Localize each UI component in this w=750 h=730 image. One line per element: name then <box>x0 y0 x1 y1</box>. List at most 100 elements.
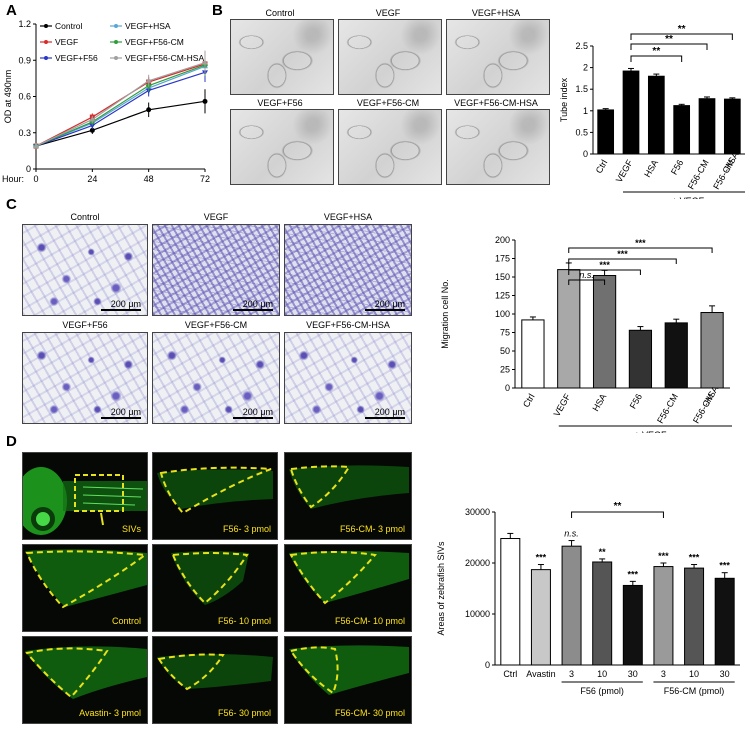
x-tick-label: VEGF <box>552 392 573 419</box>
panel-label-a: A <box>6 2 17 19</box>
tube-image <box>446 19 550 95</box>
bar <box>521 319 545 389</box>
x-tick-label: 10 <box>689 669 699 679</box>
tube-image <box>338 109 442 185</box>
x-tick-label: 0 <box>33 174 38 184</box>
image-caption: VEGF <box>375 8 401 18</box>
x-tick-label: 24 <box>87 174 97 184</box>
y-tick-label: 0.6 <box>18 92 31 102</box>
data-point <box>89 116 96 122</box>
y-tick-label: 0 <box>505 383 510 393</box>
image-caption: F56-CM- 30 pmol <box>334 708 405 718</box>
chart-a-proliferation: 0 0.3 0.6 0.9 1.2 0 24 48 72 Hour: OD at 490nm Cont… <box>2 19 210 184</box>
significance-label: ** <box>665 34 673 45</box>
y-tick-label: 10000 <box>465 609 490 619</box>
data-point <box>202 98 208 104</box>
x-tick-label: 30 <box>628 669 638 679</box>
data-point <box>33 143 39 149</box>
migration-image: 200 μm <box>284 224 412 316</box>
x-tick-label: F56-CM <box>686 158 711 191</box>
data-point <box>146 107 152 113</box>
y-tick-label: 2 <box>583 63 588 73</box>
y-tick-label: 0.5 <box>575 127 588 137</box>
legend-label: VEGF+HSA <box>125 21 171 31</box>
y-tick-label: 0.9 <box>18 55 31 65</box>
image-caption: Control <box>111 616 141 626</box>
x-tick-label: Ctrl <box>521 392 537 409</box>
image-caption: VEGF+F56 <box>62 320 108 330</box>
x-tick-label: F56-CM-HSA <box>691 384 720 425</box>
chart-c-migration: 0 25 50 75 100 125 150 175 200 Migration cell No.… <box>440 235 732 433</box>
scale-bar: 200 μm <box>101 407 141 419</box>
significance-label: ** <box>678 24 686 35</box>
bar <box>500 538 521 666</box>
series-line <box>35 100 206 147</box>
image-caption: F56- 30 pmol <box>217 708 271 718</box>
bar <box>664 322 688 389</box>
x-tick-label: Avastin <box>526 669 555 679</box>
scale-bar: 200 μm <box>365 407 405 419</box>
bar <box>698 98 716 155</box>
bar <box>561 545 582 666</box>
legend-label: VEGF+F56-CM-HSA <box>125 53 204 63</box>
bar <box>592 275 617 389</box>
panel-label-c: C <box>6 196 17 213</box>
significance-label: *** <box>689 553 700 563</box>
x-tick-label: Ctrl <box>503 669 517 679</box>
migration-image: 200 μm <box>22 332 148 424</box>
x-tick-label: 30 <box>720 669 730 679</box>
zebrafish-image: F56- 3 pmol <box>152 452 278 540</box>
image-caption: Control <box>265 8 295 18</box>
significance-bracket <box>568 279 606 285</box>
scale-bar: 200 μm <box>365 299 405 311</box>
significance-label: ** <box>599 547 607 557</box>
image-caption: VEGF+F56-CM <box>356 98 420 108</box>
y-tick-label: 1 <box>583 106 588 116</box>
legend-marker <box>44 40 48 44</box>
significance-label: *** <box>658 551 669 561</box>
scale-bar: 200 μm <box>101 299 141 311</box>
bar <box>653 566 674 666</box>
image-caption: VEGF+F56-CM-HSA <box>454 98 538 108</box>
x-tick-label: F56-CM <box>655 392 680 425</box>
significance-label: *** <box>635 238 646 248</box>
significance-bracket <box>571 511 664 518</box>
y-axis-label: Migration cell No. <box>440 279 450 349</box>
chart-d-zebrafish-sivs: 0 10000 20000 30000 Areas of zebrafish SIVs C… <box>436 501 740 696</box>
image-caption: VEGF+F56-CM <box>184 320 248 330</box>
y-axis-label: Tube index <box>559 77 569 122</box>
y-axis-label: Areas of zebrafish SIVs <box>436 541 446 636</box>
x-axis-label: Hour: <box>2 174 24 184</box>
group-label: + VEGF <box>672 196 705 199</box>
data-point <box>145 77 152 83</box>
x-tick-label: Ctrl <box>594 158 610 175</box>
series-line <box>35 64 206 147</box>
significance-label: n.s. <box>579 270 594 280</box>
bar <box>723 98 741 155</box>
y-tick-label: 30000 <box>465 507 490 517</box>
significance-label: ** <box>614 501 622 512</box>
significance-label: *** <box>628 569 639 579</box>
legend-marker <box>114 40 118 44</box>
image-caption: SIVs <box>121 524 141 534</box>
bar <box>622 584 643 666</box>
legend-label: VEGF+F56 <box>55 53 98 63</box>
significance-bracket <box>630 33 733 40</box>
significance-label: *** <box>617 249 628 259</box>
y-tick-label: 20000 <box>465 558 490 568</box>
y-tick-label: 150 <box>495 272 510 282</box>
series-line <box>35 62 206 147</box>
bar <box>597 109 615 155</box>
data-point <box>89 123 96 129</box>
tube-image <box>338 19 442 95</box>
image-caption: Control <box>70 212 100 222</box>
scale-bar: 200 μm <box>233 407 273 419</box>
y-tick-label: 1.2 <box>18 19 31 29</box>
y-tick-label: 0 <box>583 149 588 159</box>
significance-bracket <box>630 55 683 62</box>
x-tick-label: HSA <box>642 158 660 179</box>
zebrafish-image: F56-CM- 3 pmol <box>284 452 412 540</box>
image-caption: VEGF+F56 <box>257 98 303 108</box>
x-tick-label: 3 <box>661 669 666 679</box>
